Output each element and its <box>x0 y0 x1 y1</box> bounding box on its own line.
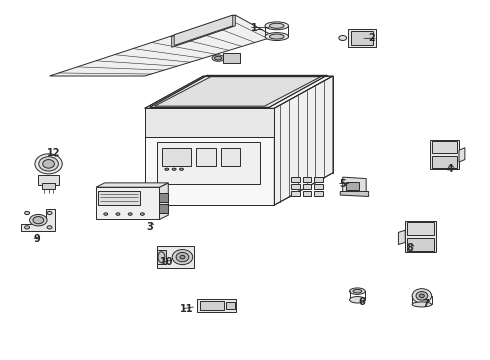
Text: 1: 1 <box>251 23 258 33</box>
Ellipse shape <box>104 213 108 215</box>
Bar <box>303 184 312 189</box>
Text: 2: 2 <box>368 33 375 43</box>
Polygon shape <box>159 183 168 220</box>
Ellipse shape <box>35 154 62 174</box>
Bar <box>407 238 434 251</box>
Text: 5: 5 <box>340 179 346 189</box>
Bar <box>347 29 376 47</box>
Bar <box>430 140 459 169</box>
Bar <box>157 246 194 268</box>
Polygon shape <box>172 15 235 47</box>
Polygon shape <box>150 75 327 107</box>
Ellipse shape <box>339 36 346 41</box>
Text: 9: 9 <box>34 234 41 244</box>
Bar <box>314 184 323 189</box>
Text: 4: 4 <box>447 164 454 174</box>
Polygon shape <box>49 15 274 76</box>
Ellipse shape <box>47 226 52 229</box>
Bar <box>303 191 312 196</box>
Ellipse shape <box>43 159 54 168</box>
Bar <box>292 177 300 182</box>
Bar <box>38 175 59 185</box>
Polygon shape <box>96 187 159 220</box>
Bar <box>157 142 260 184</box>
Bar <box>197 300 236 312</box>
Bar <box>159 204 168 213</box>
Bar <box>432 156 457 168</box>
Text: 6: 6 <box>358 297 365 307</box>
Polygon shape <box>274 76 333 205</box>
Bar <box>220 148 240 166</box>
Bar <box>98 191 140 205</box>
Text: 3: 3 <box>147 222 153 231</box>
Ellipse shape <box>215 56 222 60</box>
Ellipse shape <box>212 55 224 61</box>
Polygon shape <box>340 192 368 197</box>
Bar <box>407 222 434 235</box>
Ellipse shape <box>180 255 185 259</box>
Ellipse shape <box>116 213 120 215</box>
Ellipse shape <box>24 211 29 215</box>
Ellipse shape <box>158 252 165 262</box>
Bar <box>157 250 166 264</box>
Ellipse shape <box>270 23 284 28</box>
Ellipse shape <box>412 302 432 307</box>
Text: 11: 11 <box>180 304 193 314</box>
Ellipse shape <box>349 288 365 294</box>
Bar <box>292 191 300 196</box>
Bar <box>314 191 323 196</box>
Bar <box>292 184 300 189</box>
Ellipse shape <box>176 252 189 262</box>
Bar <box>196 148 216 166</box>
Polygon shape <box>145 76 333 108</box>
Bar <box>42 183 55 189</box>
Bar <box>345 182 359 190</box>
Ellipse shape <box>47 211 52 215</box>
Text: 7: 7 <box>422 299 429 309</box>
Bar <box>199 301 224 310</box>
Ellipse shape <box>165 168 169 170</box>
Ellipse shape <box>172 249 193 265</box>
Bar <box>303 177 312 182</box>
Polygon shape <box>459 148 465 162</box>
Ellipse shape <box>416 292 428 300</box>
Polygon shape <box>145 108 274 205</box>
Ellipse shape <box>265 22 289 30</box>
Polygon shape <box>145 108 274 137</box>
Ellipse shape <box>172 168 176 170</box>
Ellipse shape <box>128 213 132 215</box>
Ellipse shape <box>419 294 424 298</box>
Bar <box>162 148 191 166</box>
Ellipse shape <box>29 215 47 226</box>
Bar <box>314 177 323 182</box>
Ellipse shape <box>141 213 145 215</box>
Polygon shape <box>343 177 366 193</box>
Polygon shape <box>174 15 233 45</box>
Ellipse shape <box>39 157 58 171</box>
Ellipse shape <box>265 33 289 41</box>
Polygon shape <box>155 77 321 106</box>
Ellipse shape <box>349 297 365 303</box>
Ellipse shape <box>33 217 44 224</box>
Polygon shape <box>398 230 405 244</box>
Ellipse shape <box>353 289 362 293</box>
Bar <box>159 193 168 202</box>
Text: 10: 10 <box>160 257 173 267</box>
Bar <box>432 141 457 153</box>
Ellipse shape <box>179 168 183 170</box>
Bar <box>223 53 240 63</box>
Ellipse shape <box>24 226 29 229</box>
Text: 12: 12 <box>47 148 60 158</box>
Polygon shape <box>21 210 55 231</box>
Ellipse shape <box>412 289 432 303</box>
Bar <box>350 31 373 45</box>
Text: 8: 8 <box>407 243 414 253</box>
Polygon shape <box>96 183 168 187</box>
Bar <box>405 221 436 252</box>
Ellipse shape <box>270 34 284 39</box>
Bar <box>226 302 235 309</box>
